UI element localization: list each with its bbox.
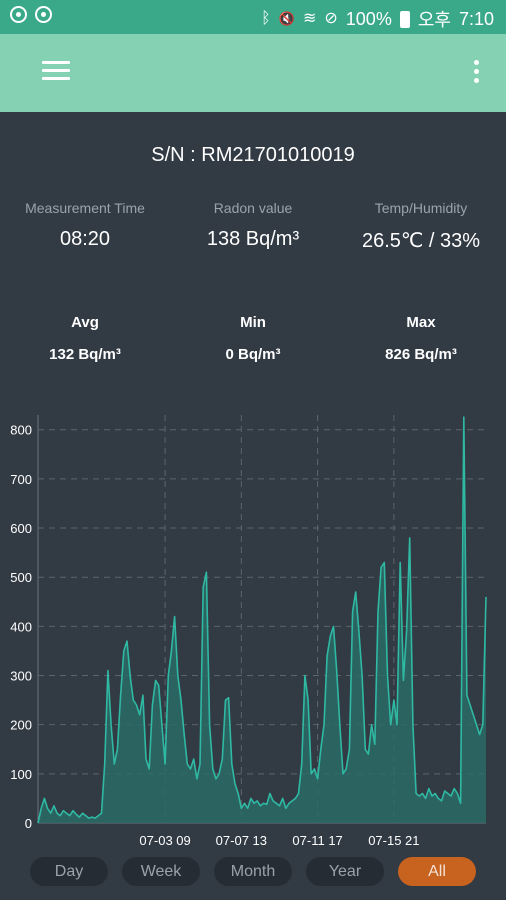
min-value: 0 Bq/m³ xyxy=(225,346,281,363)
y-tick-label: 300 xyxy=(10,669,32,684)
range-week-button[interactable]: Week xyxy=(122,857,200,886)
battery-icon xyxy=(399,10,410,28)
y-tick-label: 600 xyxy=(10,521,32,536)
bluetooth-icon: ᛒ xyxy=(261,10,271,27)
app-notification-icon-2 xyxy=(35,6,52,23)
range-selector: Day Week Month Year All xyxy=(0,857,506,887)
y-axis-ticks: 0 100 200 300 400 500 600 700 800 xyxy=(10,423,32,831)
x-tick-label: 07-07 13 xyxy=(216,833,267,848)
x-tick-label: 07-11 17 xyxy=(292,833,342,848)
y-tick-label: 200 xyxy=(10,718,32,733)
range-month-button[interactable]: Month xyxy=(214,857,292,886)
measurement-time-label: Measurement Time xyxy=(25,200,145,216)
current-readings: Measurement Time 08:20 Radon value 138 B… xyxy=(0,200,506,260)
more-options-icon[interactable] xyxy=(472,60,480,88)
range-year-button[interactable]: Year xyxy=(306,857,384,886)
max-value: 826 Bq/m³ xyxy=(385,346,457,363)
min-block: Min 0 Bq/m³ xyxy=(169,314,337,363)
avg-label: Avg xyxy=(71,314,99,331)
min-label: Min xyxy=(240,314,266,331)
radon-history-chart[interactable]: 0 100 200 300 400 500 600 700 800 07-03 09 07-07 … xyxy=(0,405,506,850)
status-bar: ᛒ 🔇 ≋ ⊘ 100% 오후 7:10 xyxy=(0,0,506,34)
x-axis-ticks: 07-03 09 07-07 13 07-11 17 07-15 21 xyxy=(139,833,419,848)
y-tick-label: 400 xyxy=(10,619,32,634)
y-tick-label: 0 xyxy=(25,816,32,831)
max-block: Max 826 Bq/m³ xyxy=(337,314,505,363)
status-left-icons xyxy=(10,6,52,23)
x-tick-label: 07-15 21 xyxy=(368,833,419,848)
status-ampm: 오후 xyxy=(417,10,451,30)
y-tick-label: 100 xyxy=(10,767,32,782)
radon-value: 138 Bq/m³ xyxy=(206,228,300,250)
temp-humidity-value: 26.5℃ / 33% xyxy=(361,230,481,252)
radon-value-label: Radon value xyxy=(213,200,293,216)
chart-series-line xyxy=(37,416,487,824)
radon-value-block: Radon value 138 Bq/m³ xyxy=(169,200,337,251)
x-tick-label: 07-03 09 xyxy=(139,833,190,848)
temp-humidity-label: Temp/Humidity xyxy=(374,200,468,216)
battery-percent: 100% xyxy=(345,8,392,29)
do-not-disturb-icon: ⊘ xyxy=(324,10,338,27)
chart-area xyxy=(37,416,487,824)
mute-icon: 🔇 xyxy=(278,11,295,26)
app-bar xyxy=(0,34,506,112)
status-time: 7:10 xyxy=(458,8,494,29)
y-tick-label: 500 xyxy=(10,570,32,585)
avg-value: 132 Bq/m³ xyxy=(49,346,121,363)
app-notification-icon xyxy=(10,6,27,23)
measurement-time-value: 08:20 xyxy=(59,228,111,250)
avg-block: Avg 132 Bq/m³ xyxy=(1,314,169,363)
max-label: Max xyxy=(406,314,436,331)
range-day-button[interactable]: Day xyxy=(30,857,108,886)
y-tick-label: 800 xyxy=(10,423,32,438)
range-all-button[interactable]: All xyxy=(398,857,476,886)
y-tick-label: 700 xyxy=(10,472,32,487)
device-serial: S/N : RM21701010019 xyxy=(151,144,355,166)
wifi-icon: ≋ xyxy=(302,10,317,27)
hamburger-menu-icon[interactable] xyxy=(42,61,70,83)
measurement-time-block: Measurement Time 08:20 xyxy=(1,200,169,251)
status-right: ᛒ 🔇 ≋ ⊘ 100% 오후 7:10 xyxy=(261,6,494,32)
temp-humidity-block: Temp/Humidity 26.5℃ / 33% xyxy=(337,200,505,253)
